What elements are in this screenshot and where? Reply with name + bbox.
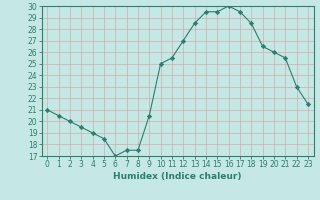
X-axis label: Humidex (Indice chaleur): Humidex (Indice chaleur) <box>113 172 242 181</box>
